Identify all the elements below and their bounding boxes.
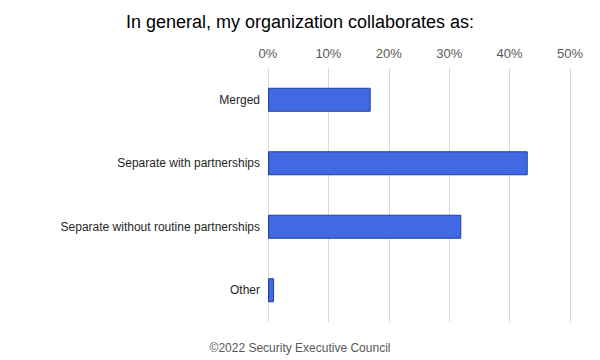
svg-text:10%: 10% (315, 46, 341, 61)
svg-text:20%: 20% (376, 46, 402, 61)
svg-text:0%: 0% (259, 46, 278, 61)
svg-text:30%: 30% (436, 46, 462, 61)
svg-text:50%: 50% (557, 46, 583, 61)
svg-text:Separate without routine partn: Separate without routine partnerships (61, 220, 260, 234)
svg-text:Separate with partnerships: Separate with partnerships (117, 156, 260, 170)
svg-text:40%: 40% (497, 46, 523, 61)
svg-text:Other: Other (230, 283, 260, 297)
svg-text:©2022 Security Executive Counc: ©2022 Security Executive Council (210, 341, 391, 355)
svg-text:Merged: Merged (219, 93, 260, 107)
svg-text:In general, my organization co: In general, my organization collaborates… (126, 12, 474, 32)
